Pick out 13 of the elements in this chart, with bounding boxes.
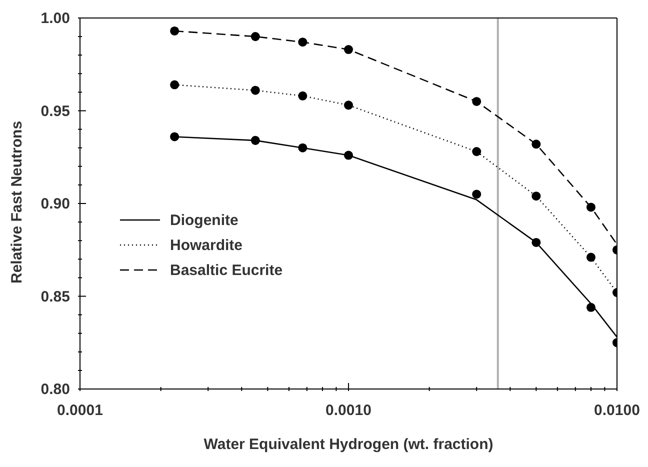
y-tick-label: 1.00 (40, 10, 70, 27)
legend-label: Diogenite (170, 212, 238, 229)
x-tick-label: 0.0010 (326, 402, 372, 419)
y-axis-title: Relative Fast Neutrons (8, 120, 26, 284)
y-tick-label: 0.90 (40, 196, 70, 212)
legend-label: Howardite (170, 237, 243, 254)
y-tick-label: 0.85 (40, 288, 70, 306)
x-tick-label: 0.0001 (57, 402, 103, 419)
x-axis-title: Water Equivalent Hydrogen (wt. fraction) (204, 436, 494, 453)
x-tick-label: 0.0100 (594, 402, 640, 419)
y-tick-label: 0.80 (40, 381, 70, 398)
legend-label: Basaltic Eucrite (170, 262, 283, 279)
y-tick-label: 0.95 (40, 102, 70, 120)
